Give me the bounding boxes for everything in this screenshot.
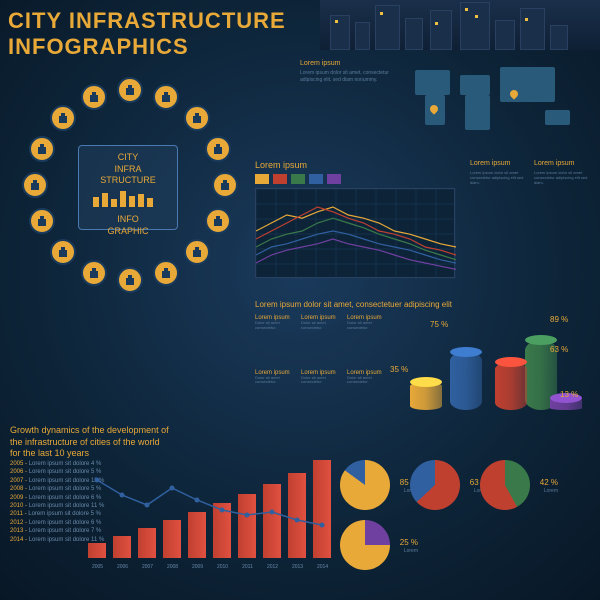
cylinder-pct: 13 % xyxy=(560,390,578,399)
cylinder-pct: 35 % xyxy=(390,365,408,374)
plant-icon xyxy=(212,172,238,198)
pie-charts: 85 %Lorem63 %Lorem42 %Lorem25 %Lorem xyxy=(340,460,580,570)
legend-swatch xyxy=(273,174,287,184)
cylinder-pct: 75 % xyxy=(430,320,448,329)
cylinder-pct: 89 % xyxy=(550,315,568,324)
line-chart xyxy=(255,188,455,278)
year-axis: 2005200620072008200920102011201220132014 xyxy=(85,564,335,570)
mini-col: Lorem ipsumDolor sit amet consectetur. xyxy=(347,370,389,421)
pie-chart: 25 %Lorem xyxy=(340,520,390,570)
skyline-decoration xyxy=(320,0,600,50)
cylinder xyxy=(495,362,527,410)
axis-year: 2014 xyxy=(310,564,335,570)
axis-year: 2013 xyxy=(285,564,310,570)
satellite-icon xyxy=(205,136,231,162)
center-line5: GRAPHIC xyxy=(85,226,171,238)
mini-columns: Lorem ipsumDolor sit amet consectetur.Lo… xyxy=(255,315,395,420)
axis-year: 2011 xyxy=(235,564,260,570)
center-line1: CITY xyxy=(85,152,171,164)
divider-text: Lorem ipsum dolor sit amet, consectetuer… xyxy=(255,300,452,309)
top-lorem-heading: Lorem ipsum xyxy=(300,60,390,67)
cylinder xyxy=(410,382,442,410)
mid-section: Lorem ipsum Lorem ipsumLorem ipsum dolor… xyxy=(255,160,590,290)
top-lorem-body: Lorem ipsum dolor sit amet, consectetur … xyxy=(300,70,390,83)
house-icon xyxy=(153,84,179,110)
mid-col: Lorem ipsumLorem ipsum dolor sit amet co… xyxy=(470,160,526,186)
cylinder-chart: 89 %75 %63 %35 %13 % xyxy=(395,315,590,420)
pie-chart: 63 %Lorem xyxy=(410,460,460,510)
legend-swatch xyxy=(291,174,305,184)
pie-pct: 25 % xyxy=(400,538,418,547)
bottom-mid-section: Lorem ipsumDolor sit amet consectetur.Lo… xyxy=(255,315,590,420)
axis-year: 2006 xyxy=(110,564,135,570)
bus-icon xyxy=(50,105,76,131)
tower-icon xyxy=(184,105,210,131)
pie-pct: 42 % xyxy=(540,478,558,487)
pie-sub: Lorem xyxy=(404,548,418,554)
mid-col: Lorem ipsumLorem ipsum dolor sit amet co… xyxy=(534,160,590,186)
mini-col: Lorem ipsumDolor sit amet consectetur. xyxy=(301,370,343,421)
cylinder-pct: 63 % xyxy=(550,345,568,354)
legend-swatch xyxy=(327,174,341,184)
axis-year: 2007 xyxy=(135,564,160,570)
center-box: CITY INFRA STRUCTURE INFO GRAPHIC xyxy=(78,145,178,230)
center-line3: STRUCTURE xyxy=(85,175,171,187)
park-icon xyxy=(81,260,107,286)
mosque-icon xyxy=(153,260,179,286)
cylinder xyxy=(550,398,582,410)
industry-icon xyxy=(81,84,107,110)
skyscraper-icon xyxy=(29,208,55,234)
church-icon xyxy=(29,136,55,162)
mini-col: Lorem ipsumDolor sit amet consectetur. xyxy=(301,315,343,366)
axis-year: 2012 xyxy=(260,564,285,570)
pie-chart: 85 %Lorem xyxy=(340,460,390,510)
title-line2: INFOGRAPHICS xyxy=(8,34,286,60)
top-lorem-block: Lorem ipsum Lorem ipsum dolor sit amet, … xyxy=(300,60,390,83)
cylinder xyxy=(450,352,482,410)
legend-swatch xyxy=(255,174,269,184)
axis-year: 2010 xyxy=(210,564,235,570)
title-bar: CITY INFRASTRUCTURE INFOGRAPHICS xyxy=(8,8,286,60)
factory-icon xyxy=(117,77,143,103)
pie-sub: Lorem xyxy=(544,488,558,494)
stadium-icon xyxy=(117,267,143,293)
mini-col: Lorem ipsumDolor sit amet consectetur. xyxy=(255,370,297,421)
fountain-icon xyxy=(22,172,48,198)
mini-col: Lorem ipsumDolor sit amet consectetur. xyxy=(347,315,389,366)
pie-chart: 42 %Lorem xyxy=(480,460,530,510)
tram-icon xyxy=(50,239,76,265)
world-map xyxy=(405,55,585,145)
truck-icon xyxy=(184,239,210,265)
growth-section: Growth dynamics of the development of th… xyxy=(10,425,590,590)
center-line2: INFRA xyxy=(85,164,171,176)
warehouse-icon xyxy=(205,208,231,234)
title-line1: CITY INFRASTRUCTURE xyxy=(8,8,286,34)
center-line4: INFO xyxy=(85,214,171,226)
mid-columns: Lorem ipsumLorem ipsum dolor sit amet co… xyxy=(470,160,590,186)
axis-year: 2005 xyxy=(85,564,110,570)
legend-swatch xyxy=(309,174,323,184)
mini-col: Lorem ipsumDolor sit amet consectetur. xyxy=(255,315,297,366)
axis-year: 2008 xyxy=(160,564,185,570)
axis-year: 2009 xyxy=(185,564,210,570)
bar-chart: 2005200620072008200920102011201220132014 xyxy=(85,450,335,570)
